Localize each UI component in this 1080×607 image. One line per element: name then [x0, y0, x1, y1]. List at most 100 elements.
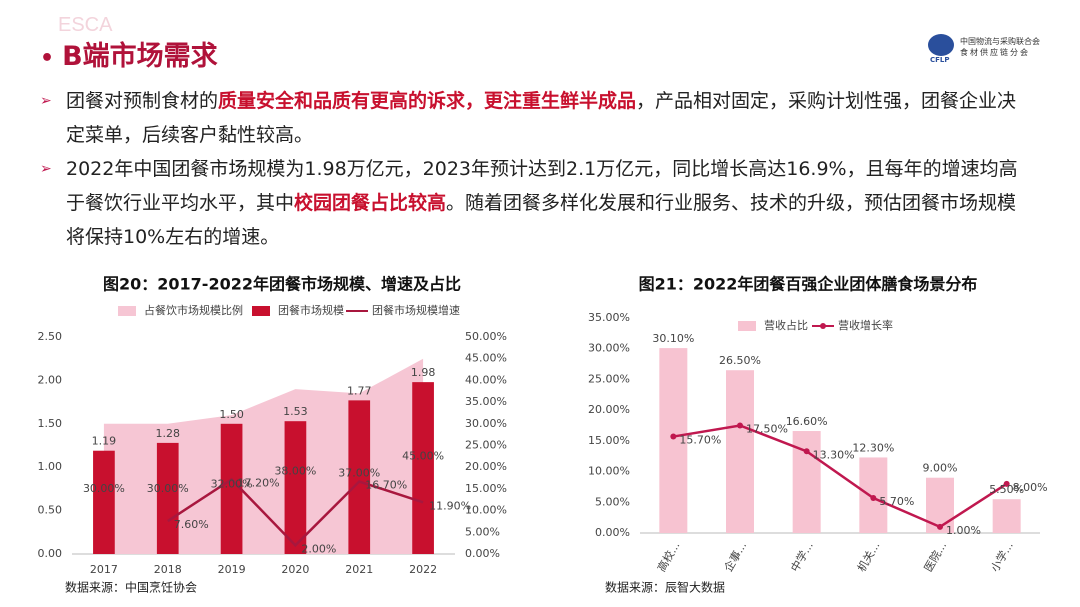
data-label: 9.00%: [923, 462, 958, 475]
data-label: 1.50: [219, 408, 244, 421]
data-label: 2.00%: [301, 542, 336, 555]
emphasis-text: 校园团餐占比较高: [294, 192, 447, 214]
y2-tick-label: 10.00%: [465, 504, 507, 517]
y2-tick-label: 25.00%: [465, 439, 507, 452]
data-label: 1.53: [283, 405, 308, 418]
x-tick-label: 医院...: [921, 539, 949, 574]
y-tick-label: 2.50: [38, 330, 63, 343]
data-label: 38.00%: [274, 465, 316, 478]
data-label: 37.00%: [338, 467, 380, 480]
x-tick-label: 机关...: [854, 539, 882, 574]
data-label: 16.60%: [786, 415, 828, 428]
legend-label: 占餐饮市场规模比例: [144, 303, 243, 317]
data-label: 5.70%: [879, 495, 914, 508]
y2-tick-label: 40.00%: [465, 373, 507, 386]
y-tick-label: 0.00%: [595, 526, 630, 539]
legend-swatch: [738, 321, 756, 331]
x-tick-label: 2021: [345, 563, 373, 576]
emphasis-text: 质量安全和品质有更高的诉求，更注重生鲜半成品: [218, 90, 637, 112]
y-tick-label: 35.00%: [588, 311, 630, 324]
x-tick-label: 2020: [281, 563, 309, 576]
x-tick-label: 2019: [218, 563, 246, 576]
text: 团餐对预制食材的: [66, 90, 219, 112]
data-label: 1.98: [411, 366, 436, 379]
bar: [659, 348, 688, 533]
data-label: 17.20%: [238, 476, 280, 489]
x-tick-label: 小学...: [987, 539, 1015, 574]
y-tick-label: 0.50: [38, 504, 63, 517]
x-tick-label: 企事...: [721, 539, 749, 574]
marker: [737, 422, 743, 429]
legend-label: 团餐市场规模: [278, 303, 344, 317]
legend-label: 营收占比: [764, 318, 808, 332]
chart-title: 图21：2022年团餐百强企业团体膳食场景分布: [639, 275, 978, 294]
paragraph: ➢ 团餐对预制食材的质量安全和品质有更高的诉求，更注重生鲜半成品，产品相对固定，采…: [40, 90, 1017, 146]
slide-title: • B端市场需求: [40, 41, 218, 72]
legend-swatch: [252, 306, 270, 316]
x-tick-label: 高校...: [654, 539, 682, 574]
marker: [803, 448, 810, 455]
x-tick-label: 中学...: [787, 539, 815, 574]
y2-tick-label: 0.00%: [465, 547, 500, 560]
paragraph: ➢ 2022年中国团餐市场规模为1.98万亿元，2023年预计达到2.1万亿元，同…: [40, 158, 1018, 248]
y-tick-label: 20.00%: [588, 403, 630, 416]
chart-title: 图20：2017-2022年团餐市场规模、增速及占比: [103, 275, 461, 294]
bar: [220, 423, 243, 554]
x-tick-label: 2018: [154, 563, 182, 576]
y-tick-label: 10.00%: [588, 465, 630, 478]
x-tick-label: 2022: [409, 563, 437, 576]
y-tick-label: 2.00: [38, 373, 63, 386]
data-label: 32.00%: [211, 478, 253, 491]
area: [103, 358, 424, 554]
data-label: 7.60%: [174, 518, 209, 531]
y2-tick-label: 45.00%: [465, 352, 507, 365]
data-label: 15.70%: [679, 434, 721, 447]
logo-line: 中国物流与采购联合会: [960, 37, 1040, 46]
y-tick-label: 1.50: [38, 417, 63, 430]
y2-tick-label: 15.00%: [465, 482, 507, 495]
y2-tick-label: 5.00%: [465, 525, 500, 538]
data-label: 1.19: [92, 435, 117, 448]
data-label: 11.90%: [429, 499, 471, 512]
data-label: 26.50%: [719, 354, 761, 367]
text: 2022年中国团餐市场规模为1.98万亿元，2023年预计达到2.1万亿元，同比…: [66, 158, 1018, 214]
data-label: 1.00%: [946, 524, 981, 537]
legend-swatch: [118, 306, 136, 316]
legend-label: 营收增长率: [838, 318, 893, 332]
y2-tick-label: 35.00%: [465, 395, 507, 408]
data-label: 30.10%: [652, 332, 694, 345]
y2-tick-label: 50.00%: [465, 330, 507, 343]
data-label: 16.70%: [365, 479, 407, 492]
x-tick-label: 2017: [90, 563, 118, 576]
data-label: 30.00%: [147, 482, 189, 495]
data-label: 5.50%: [989, 483, 1024, 496]
legend-label: 团餐市场规模增速: [372, 303, 460, 317]
data-label: 13.30%: [813, 448, 855, 461]
marker: [670, 433, 677, 440]
data-label: 12.30%: [852, 441, 894, 454]
data-label: 45.00%: [402, 449, 444, 462]
y-tick-label: 1.00: [38, 460, 63, 473]
y-tick-label: 30.00%: [588, 342, 630, 355]
y2-tick-label: 30.00%: [465, 417, 507, 430]
y-tick-label: 0.00: [38, 547, 63, 560]
y-tick-label: 5.00%: [595, 495, 630, 508]
data-label: 30.00%: [83, 482, 125, 495]
bar: [93, 450, 115, 554]
watermark: ESCA: [58, 14, 113, 36]
marker: [937, 523, 943, 530]
line: [167, 477, 424, 548]
bar: [992, 499, 1021, 533]
marker: [870, 494, 877, 501]
source: 数据来源：辰智大数据: [605, 580, 725, 595]
y-tick-label: 15.00%: [588, 434, 630, 447]
text: ，产品相对固定，采购计划性强，团餐企业决定菜单，后续客户黏性较高。: [66, 90, 1017, 146]
data-label: 8.00%: [1013, 481, 1048, 494]
data-label: 1.77: [347, 384, 372, 397]
text: 。随着团餐多样化发展和行业服务、技术的升级，预估团餐市场规模将保持10%左右的增…: [66, 192, 1017, 248]
marker: [1003, 480, 1010, 487]
bar: [348, 400, 371, 554]
logo-short: CFLP: [930, 56, 950, 64]
